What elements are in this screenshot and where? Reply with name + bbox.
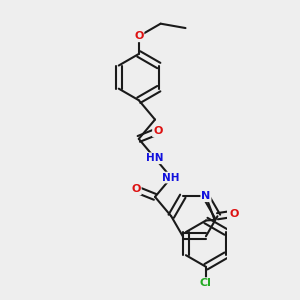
Text: O: O: [153, 126, 162, 136]
Text: N: N: [201, 191, 211, 201]
Text: O: O: [229, 209, 239, 219]
Text: O: O: [131, 184, 141, 194]
Text: Cl: Cl: [200, 278, 212, 288]
Text: O: O: [134, 31, 143, 41]
Text: HN: HN: [146, 153, 164, 163]
Text: NH: NH: [163, 172, 180, 183]
